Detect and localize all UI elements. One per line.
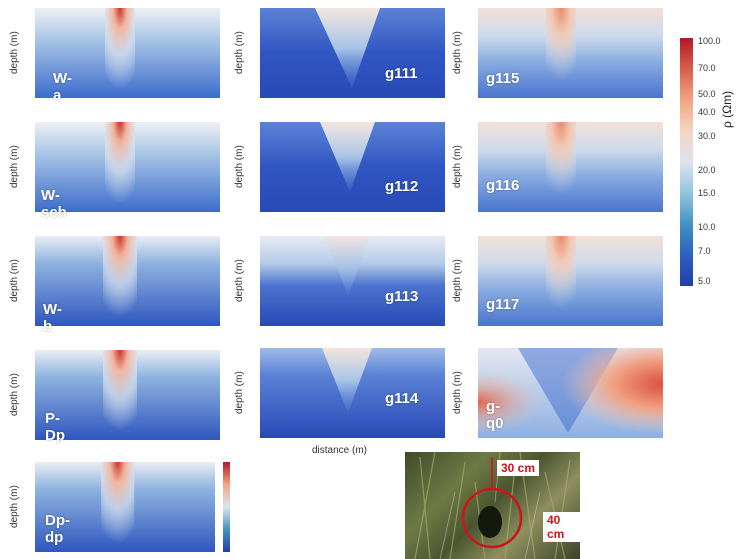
y-axis-label: depth (m) xyxy=(9,373,20,417)
y-axis-label: depth (m) xyxy=(234,145,245,189)
colorbar-tick: 15.0 xyxy=(698,188,716,198)
y-axis-label: depth (m) xyxy=(234,371,245,415)
heatmap-g111 xyxy=(260,8,445,98)
mini-colorbar xyxy=(223,462,230,552)
heatmap-w-a xyxy=(35,8,220,98)
heatmap-g114 xyxy=(260,348,445,438)
heatmap-w-sch xyxy=(35,122,220,212)
field-photo: 30 cm 40 cm xyxy=(405,452,580,559)
panel-label: g116 xyxy=(486,177,520,194)
colorbar-tick: 20.0 xyxy=(698,165,716,175)
heatmap-g113 xyxy=(260,236,445,326)
y-axis-label: depth (m) xyxy=(234,31,245,75)
y-axis-label: depth (m) xyxy=(452,259,463,303)
colorbar-tick: 40.0 xyxy=(698,107,716,117)
panel-label: g114 xyxy=(385,390,419,407)
panel-label: g112 xyxy=(385,178,419,195)
colorbar-label: ρ (Ωm) xyxy=(720,90,734,128)
heatmap-g117 xyxy=(478,236,663,326)
panel-label: g115 xyxy=(486,70,520,87)
y-axis-label: depth (m) xyxy=(234,259,245,303)
colorbar-tick: 50.0 xyxy=(698,89,716,99)
tag-40cm: 40 cm xyxy=(543,512,580,542)
panel-label: g111 xyxy=(385,65,418,82)
y-axis-label: depth (m) xyxy=(452,371,463,415)
heatmap-g-q0 xyxy=(478,348,663,438)
colorbar-tick: 5.0 xyxy=(698,276,711,286)
colorbar-tick: 30.0 xyxy=(698,131,716,141)
heatmap-g116 xyxy=(478,122,663,212)
colorbar-tick: 7.0 xyxy=(698,246,711,256)
y-axis-label: depth (m) xyxy=(452,31,463,75)
heatmap-dp-dp xyxy=(35,462,215,552)
heatmap-g115 xyxy=(478,8,663,98)
heatmap-p-dp xyxy=(35,350,220,440)
y-axis-label: depth (m) xyxy=(9,145,20,189)
colorbar xyxy=(680,38,693,286)
panel-label: Dp-dp xyxy=(45,512,70,546)
colorbar-tick: 100.0 xyxy=(698,36,721,46)
x-axis-label: distance (m) xyxy=(312,445,368,456)
heatmap-g112 xyxy=(260,122,445,212)
panel-label: g117 xyxy=(486,296,520,313)
panel-label: W-sch xyxy=(41,187,67,221)
panel-label: W-b xyxy=(43,301,62,335)
panel-label: P-Dp xyxy=(45,410,65,444)
tag-30cm: 30 cm xyxy=(497,460,540,476)
colorbar-tick: 10.0 xyxy=(698,222,716,232)
y-axis-label: depth (m) xyxy=(9,31,20,75)
y-axis-label: depth (m) xyxy=(452,145,463,189)
colorbar-tick: 70.0 xyxy=(698,63,716,73)
panel-label: g-q0 xyxy=(486,398,504,432)
panel-label: W-a xyxy=(53,70,72,104)
y-axis-label: depth (m) xyxy=(9,259,20,303)
panel-label: g113 xyxy=(385,288,419,305)
heatmap-w-b xyxy=(35,236,220,326)
y-axis-label: depth (m) xyxy=(9,485,20,529)
